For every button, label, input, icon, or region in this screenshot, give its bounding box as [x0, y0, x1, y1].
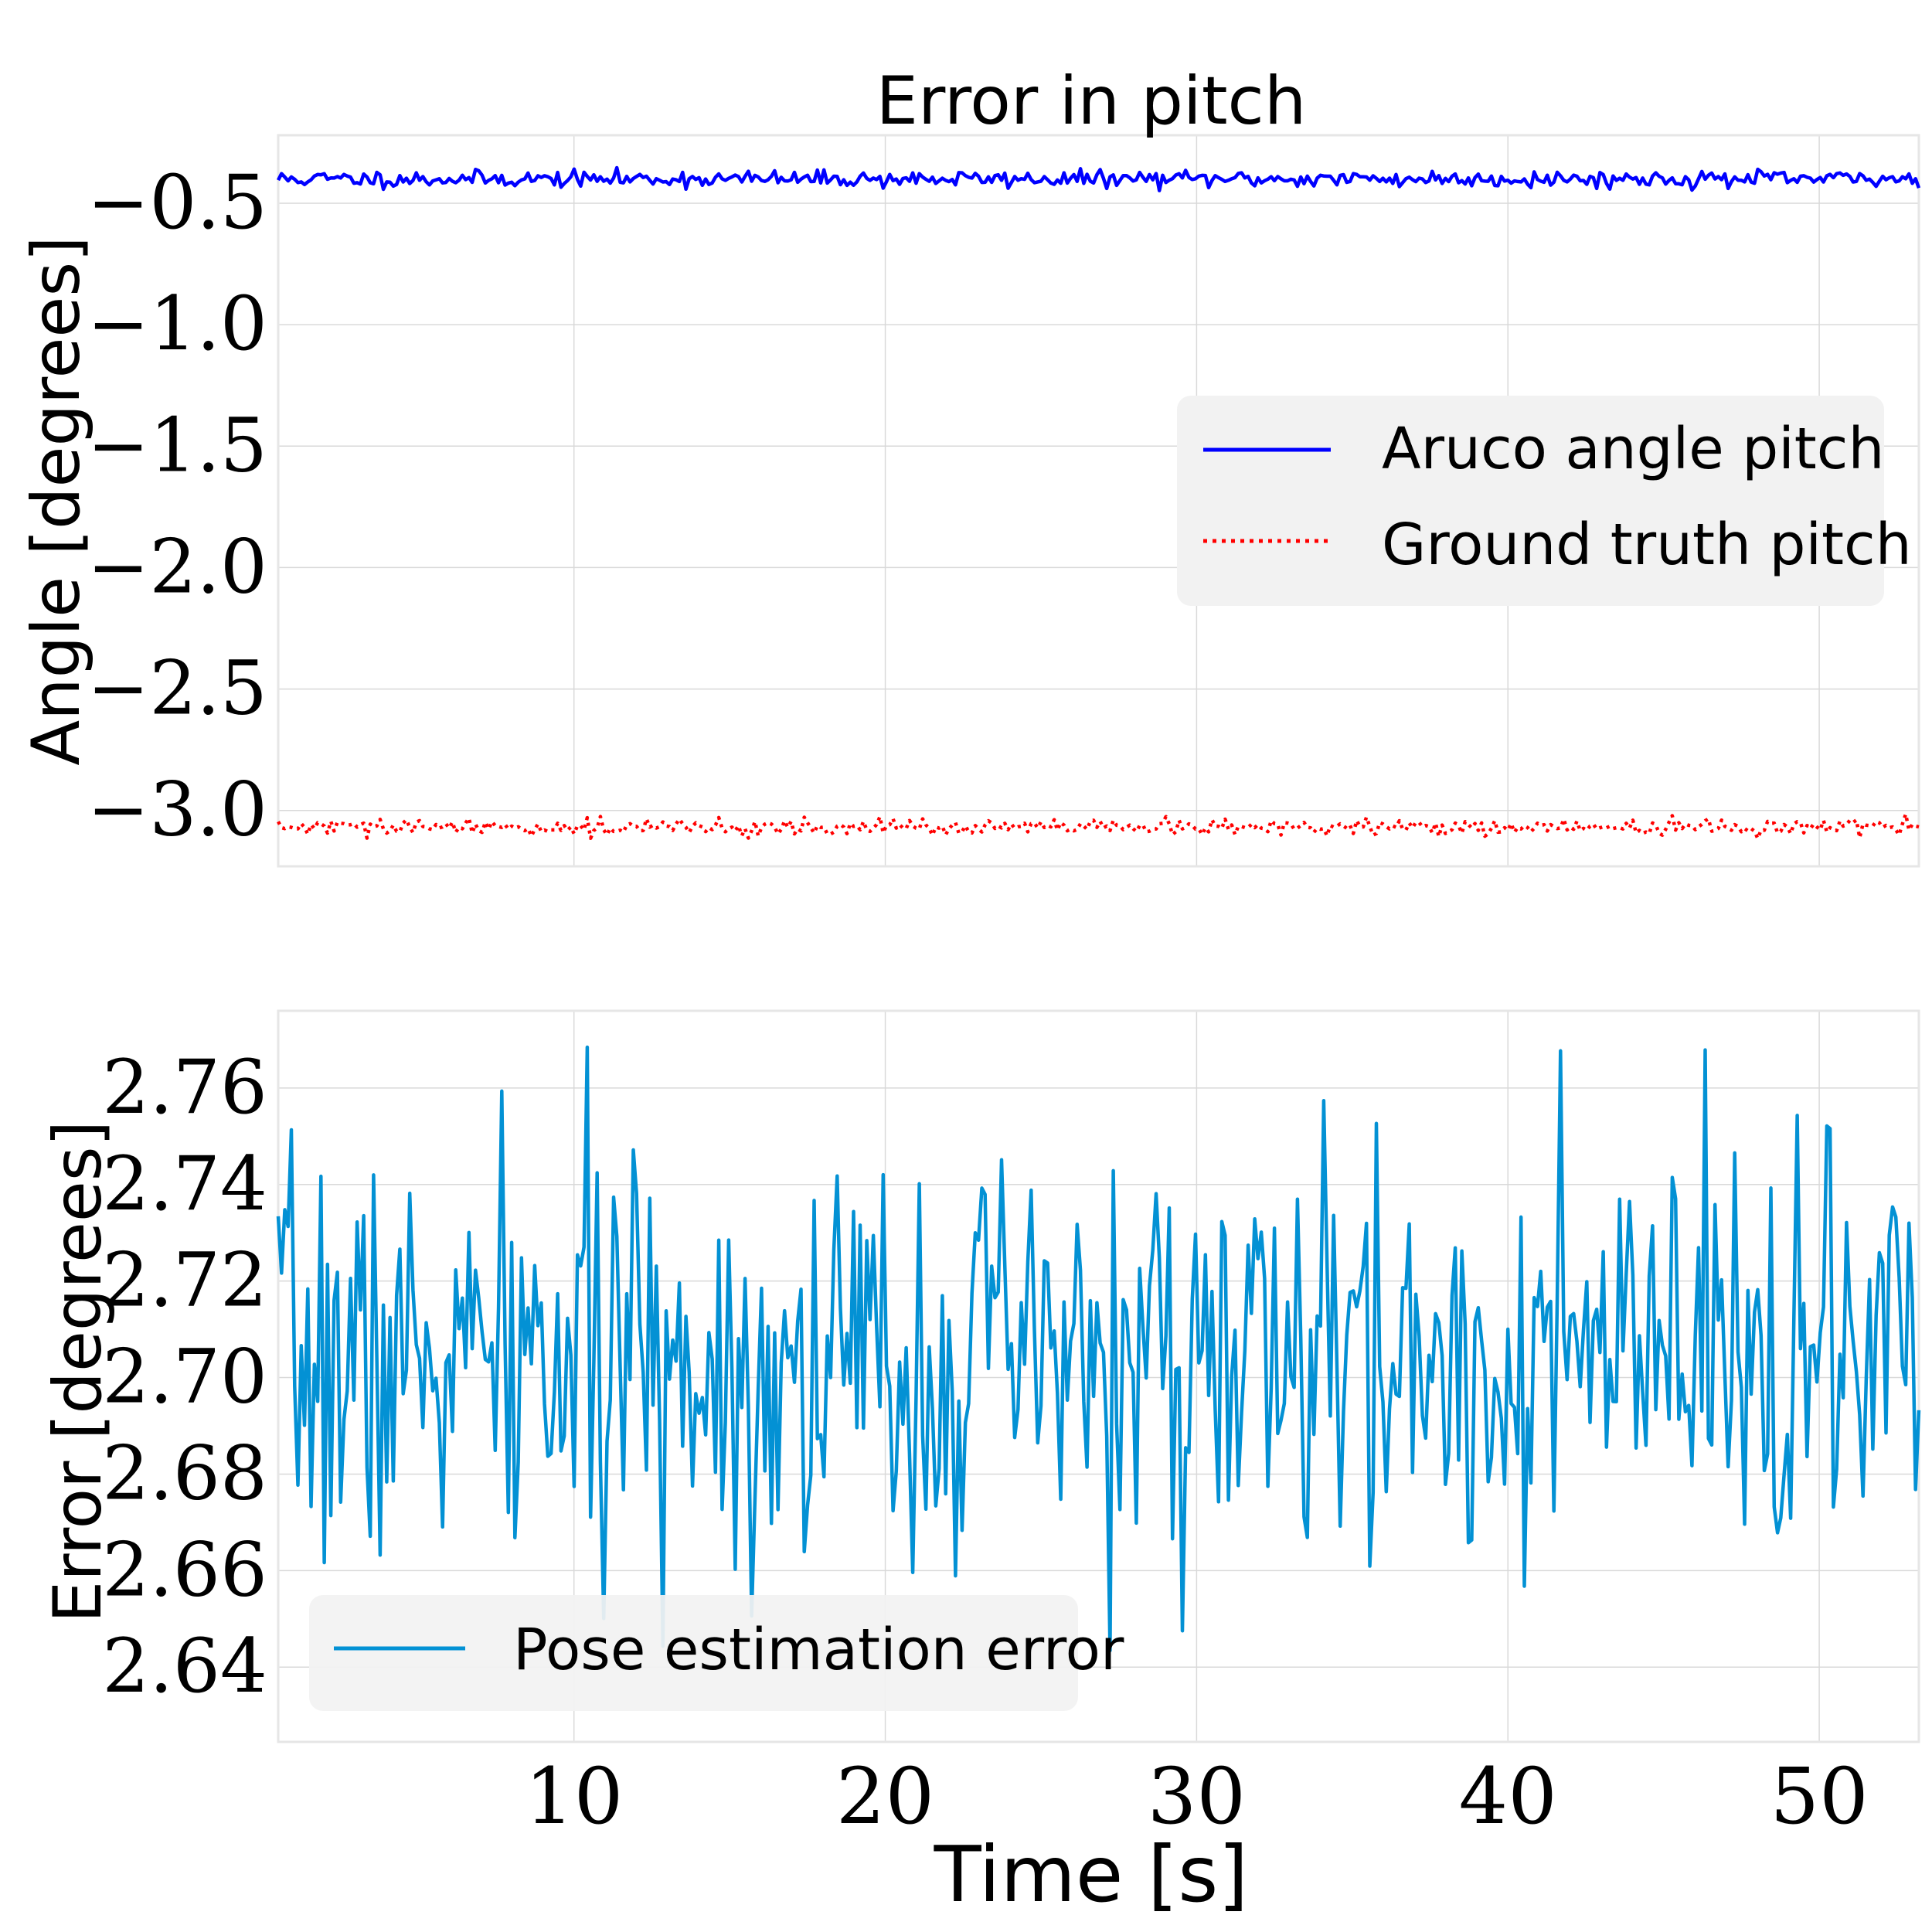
x-tick-label: 50 [1770, 1751, 1868, 1842]
x-tick-label: 20 [836, 1751, 934, 1842]
pose-error-plot-frame [277, 1009, 1920, 1743]
chart-title: Error in pitch [876, 63, 1307, 140]
legend-label-pose-error: Pose estimation error [513, 1617, 1124, 1683]
pitch-angle-plot-frame [277, 134, 1920, 868]
y-tick-label: −2.5 [87, 645, 267, 732]
y-tick-label: 2.66 [102, 1526, 267, 1613]
x-tick-label: 40 [1459, 1751, 1557, 1842]
y-tick-label: −1.0 [87, 281, 267, 367]
pitch-angle-legend: Aruco angle pitch Ground truth pitch [1177, 396, 1912, 606]
legend-box [1177, 396, 1884, 606]
pose-error-legend: Pose estimation error [309, 1595, 1124, 1711]
pose-error-panel: 2.642.662.682.702.722.742.76 10 20 30 40 50 … [39, 1009, 1921, 1920]
y-tick-label: 2.72 [102, 1237, 267, 1324]
y-axis-label-error: Error [degrees] [39, 1121, 117, 1623]
y-tick-label: 2.76 [102, 1044, 267, 1131]
pose-error-series [276, 1045, 1921, 1653]
x-axis-label-time: Time [s] [934, 1829, 1249, 1920]
series-line [276, 1045, 1921, 1653]
x-tick-label: 30 [1148, 1751, 1246, 1842]
pitch-angle-panel: −3.0−2.5−2.0−1.5−1.0−0.5 Error in pitch … [18, 63, 1921, 868]
y-axis-label-angle: Angle [degrees] [18, 236, 95, 765]
y-tick-label: −1.5 [87, 402, 267, 488]
y-tick-label: −2.0 [87, 523, 267, 610]
series-line [276, 165, 1921, 192]
series-line [277, 812, 1920, 841]
legend-box [309, 1595, 1078, 1711]
pitch-angle-y-tick-labels: −3.0 −2.5 −2.0 −1.5 −1.0 −0.5 [87, 159, 267, 853]
pose-error-y-tick-labels: 2.64 2.66 2.68 2.70 2.72 2.74 2.76 [102, 1044, 267, 1709]
y-tick-label: 2.70 [102, 1334, 267, 1420]
legend-label-aruco: Aruco angle pitch [1382, 416, 1884, 482]
legend-label-ground-truth: Ground truth pitch [1382, 512, 1912, 578]
y-tick-label: −3.0 [87, 767, 267, 853]
y-tick-label: 2.68 [102, 1430, 267, 1516]
y-tick-label: −0.5 [87, 159, 267, 246]
pitch-angle-series [276, 165, 1921, 841]
pose-error-gridlines [278, 1011, 1919, 1742]
time-x-tick-labels: 10 20 30 40 50 [525, 1751, 1869, 1842]
y-tick-label: 2.74 [102, 1141, 267, 1227]
y-tick-label: 2.64 [102, 1623, 267, 1709]
x-tick-label: 10 [525, 1751, 623, 1842]
